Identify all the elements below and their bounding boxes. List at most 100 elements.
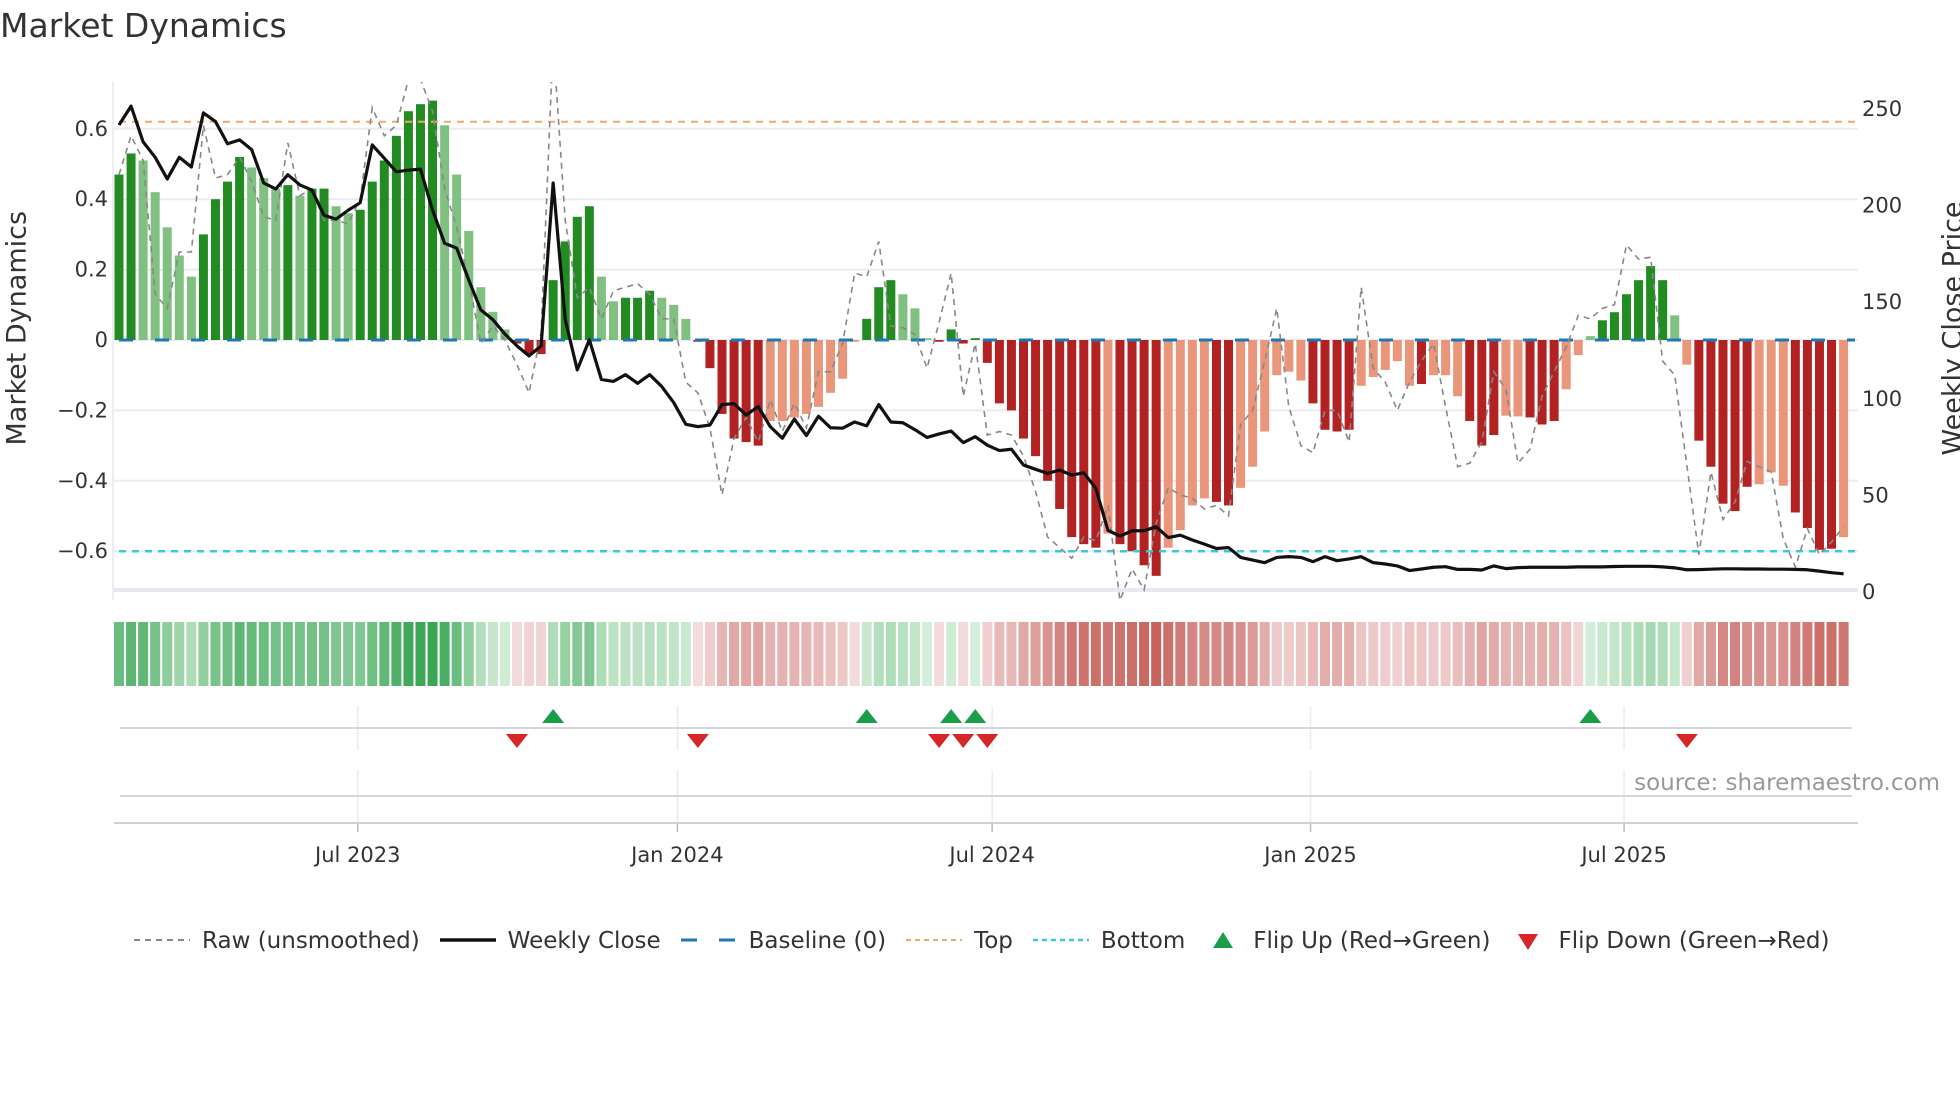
momentum-bar (838, 340, 848, 379)
regime-cell (138, 622, 149, 686)
regime-cell (1742, 622, 1753, 686)
momentum-bar (126, 153, 136, 340)
regime-cell (1705, 622, 1716, 686)
regime-cell (1404, 622, 1415, 686)
regime-cell (1102, 622, 1113, 686)
momentum-bar (1248, 340, 1258, 467)
momentum-bar (608, 301, 618, 340)
regime-cell (861, 622, 872, 686)
momentum-bar (705, 340, 715, 369)
momentum-bar (717, 340, 727, 414)
momentum-bar (295, 195, 305, 340)
y-tick-label: −0.2 (57, 398, 108, 422)
regime-cell (1356, 622, 1367, 686)
regime-cell (114, 622, 124, 686)
momentum-bar (1537, 340, 1547, 425)
regime-cell (1392, 622, 1403, 686)
momentum-bar (1682, 340, 1692, 365)
regime-cell (1090, 622, 1101, 686)
regime-cell (1344, 622, 1355, 686)
momentum-bar (1091, 340, 1101, 548)
momentum-bar (1549, 340, 1559, 421)
x-tick-label: Jan 2024 (629, 843, 724, 867)
regime-cell (1537, 622, 1548, 686)
regime-cell (258, 622, 269, 686)
momentum-bar (1429, 340, 1439, 376)
momentum-bar (1320, 340, 1330, 430)
regime-cell (1127, 622, 1138, 686)
regime-cell (1717, 622, 1728, 686)
regime-cell (1633, 622, 1644, 686)
regime-cell (813, 622, 824, 686)
momentum-bar (428, 100, 438, 340)
regime-cell (1814, 622, 1825, 686)
momentum-bar (850, 340, 860, 342)
regime-cell (1295, 622, 1306, 686)
regime-cell (741, 622, 752, 686)
momentum-bar (198, 234, 208, 340)
momentum-bar (138, 160, 148, 340)
regime-cell (126, 622, 137, 686)
momentum-bar (1115, 340, 1125, 545)
flip-markers (505, 709, 1698, 748)
level-lines (119, 120, 1855, 553)
momentum-bar (391, 135, 401, 340)
momentum-bars (114, 100, 1849, 576)
flip-down-marker (686, 734, 709, 748)
flip-up-marker (542, 709, 565, 723)
regime-cell (234, 622, 245, 686)
regime-cell (873, 622, 884, 686)
x-tick-label: Jul 2024 (947, 843, 1034, 867)
momentum-bar (1272, 340, 1282, 376)
momentum-bar (1670, 315, 1680, 340)
regime-cell (1500, 622, 1511, 686)
regime-cell (1066, 622, 1077, 686)
regime-cell (897, 622, 908, 686)
momentum-bar (1031, 340, 1041, 457)
regime-cell (1802, 622, 1813, 686)
top-swatch-icon (906, 939, 963, 941)
momentum-bar (1175, 340, 1185, 531)
momentum-bar (621, 297, 631, 340)
regime-cell (837, 622, 848, 686)
regime-cell (753, 622, 764, 686)
regime-cell (487, 622, 498, 686)
regime-cell (1283, 622, 1294, 686)
regime-cell (1790, 622, 1801, 686)
regime-cell (801, 622, 812, 686)
regime-cell (1621, 622, 1632, 686)
momentum-bar (633, 297, 643, 340)
momentum-bar (1332, 340, 1342, 432)
weekly-close-line (117, 104, 1844, 576)
momentum-bar (1646, 266, 1656, 340)
momentum-bar (1561, 340, 1571, 390)
regime-cell (1476, 622, 1487, 686)
legend-item-top: Top (906, 928, 1013, 954)
momentum-bar (186, 276, 196, 340)
momentum-bar (1501, 340, 1511, 416)
momentum-bar (753, 340, 763, 446)
y-tick-label: 0.4 (75, 187, 108, 211)
regime-cell (825, 622, 836, 686)
momentum-bar (922, 338, 932, 340)
momentum-bar (440, 125, 450, 340)
close-swatch-icon (439, 938, 496, 942)
flip-down-swatch-icon (1518, 934, 1539, 950)
regime-cell (1247, 622, 1258, 686)
regime-cell (1561, 622, 1572, 686)
regime-cell (656, 622, 667, 686)
x-tick-label: Jul 2025 (1579, 843, 1666, 867)
regime-cell (1681, 622, 1692, 686)
regime-cell (717, 622, 727, 686)
regime-cell (1609, 622, 1620, 686)
momentum-bar (319, 188, 329, 340)
momentum-bar (1622, 294, 1631, 340)
flip-down-marker (505, 734, 528, 748)
regime-cell (548, 622, 559, 686)
regime-cell (1380, 622, 1391, 686)
momentum-bar (1489, 340, 1499, 436)
momentum-bar (970, 338, 980, 340)
y-tick-label: −0.6 (57, 539, 108, 563)
flip-down-marker (1675, 734, 1698, 748)
